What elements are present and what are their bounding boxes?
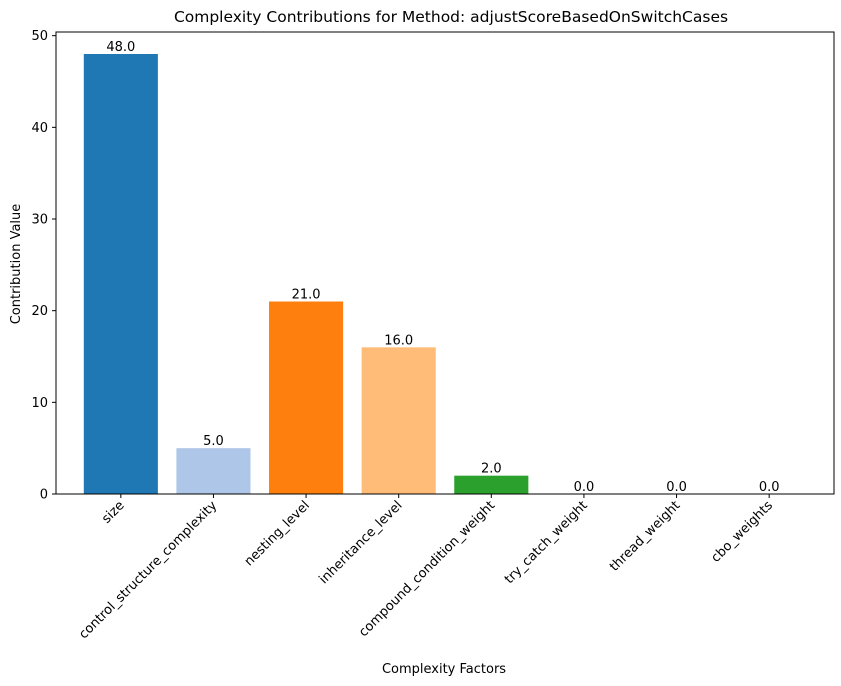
x-tick-label: nesting_level [242, 498, 313, 569]
bar-nesting-level [269, 301, 344, 494]
bar-control-structure-complexity [176, 448, 251, 494]
data-label: 48.0 [106, 40, 135, 55]
x-tick-label: thread_weight [607, 498, 683, 574]
y-tick-label: 20 [31, 304, 48, 319]
chart-title: Complexity Contributions for Method: adj… [174, 8, 728, 26]
data-label: 0.0 [759, 480, 780, 495]
x-tick-label: try_catch_weight [502, 498, 591, 587]
x-tick-label: size [99, 498, 127, 526]
axes-frame [55, 31, 835, 495]
bar-size [83, 54, 158, 494]
y-axis-label: Contribution Value [9, 204, 24, 325]
y-tick-label: 10 [31, 396, 48, 411]
bar-compound-condition-weight [454, 475, 529, 494]
y-tick-label: 0 [40, 488, 48, 503]
data-label: 2.0 [481, 462, 502, 477]
data-label: 21.0 [292, 288, 321, 303]
data-label: 0.0 [574, 480, 595, 495]
y-tick-label: 30 [31, 213, 48, 228]
y-tick-label: 40 [31, 121, 48, 136]
y-tick-label: 50 [31, 29, 48, 44]
data-label: 0.0 [666, 480, 687, 495]
x-tick-label: cbo_weights [708, 498, 776, 566]
x-tick-label: control_structure_complexity [76, 498, 220, 642]
data-label: 16.0 [384, 333, 413, 348]
bar-inheritance-level [361, 347, 436, 494]
plot-area: 48.0 5.0 21.0 16.0 2.0 0.0 0.0 0.0 0 10 20 30 40 50 si… [31, 29, 835, 642]
data-label: 5.0 [203, 434, 224, 449]
x-tick-label: inheritance_level [316, 498, 405, 587]
x-axis-label: Complexity Factors [382, 662, 506, 677]
